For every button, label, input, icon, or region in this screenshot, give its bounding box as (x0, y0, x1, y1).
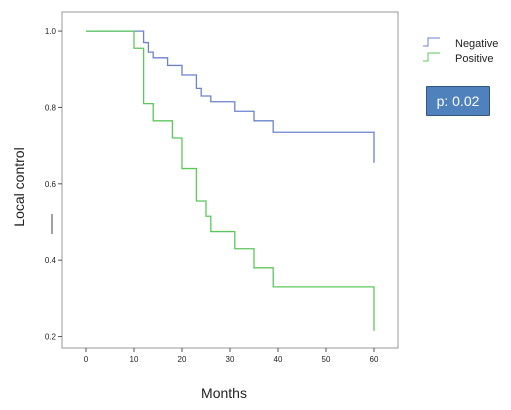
legend-swatch-positive (423, 52, 440, 62)
plot-frame (61, 11, 399, 349)
series-line-positive (86, 30, 375, 331)
x-tick-label: 60 (370, 355, 379, 364)
series-line-negative (86, 30, 375, 163)
y-axis-label: Local control (11, 147, 27, 226)
x-tick-label: 40 (274, 355, 283, 364)
legend-label-negative: Negative (455, 38, 498, 50)
x-tick-label: 30 (226, 355, 235, 364)
y-axis: 0.2 0.4 0.6 0.8 1.0 (45, 27, 62, 342)
legend-swatch-negative (423, 37, 440, 47)
x-tick-label: 20 (178, 355, 187, 364)
x-tick-label: 50 (322, 355, 331, 364)
x-tick-label: 10 (130, 355, 139, 364)
x-tick-label: 0 (84, 355, 89, 364)
y-tick-label: 0.4 (45, 256, 57, 265)
legend-label-positive: Positive (455, 53, 494, 65)
y-tick-label: 0.6 (45, 180, 57, 189)
y-tick-label: 0.2 (45, 333, 57, 342)
y-tick-label: 0.8 (45, 103, 57, 112)
y-tick-label: 1.0 (45, 27, 57, 36)
legend: Negative Positive (423, 37, 498, 65)
series-layer (86, 30, 375, 331)
p-value-badge: p: 0.02 (426, 86, 490, 116)
x-axis-label: Months (201, 385, 247, 401)
x-axis: 0 10 20 30 40 50 60 (84, 348, 379, 364)
